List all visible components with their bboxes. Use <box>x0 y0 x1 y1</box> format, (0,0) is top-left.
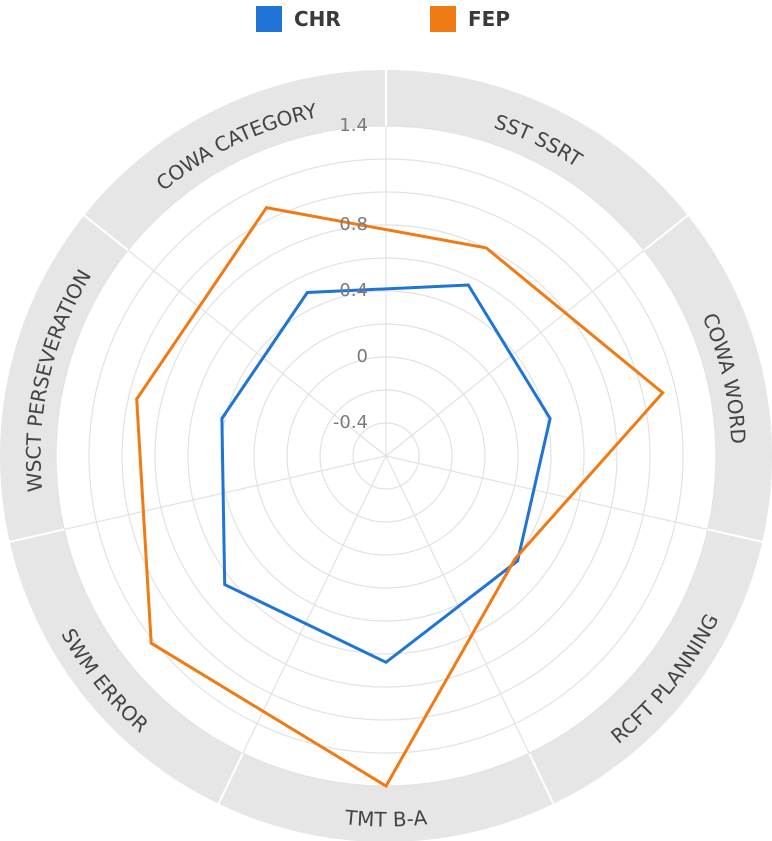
legend-item-chr[interactable]: CHR <box>256 2 341 36</box>
radial-tick-label: 1.4 <box>339 115 368 136</box>
radial-tick-label: 0.8 <box>339 214 368 235</box>
axis-label: TMT B-A <box>343 805 428 831</box>
axis-spoke <box>385 455 530 754</box>
axis-spoke <box>385 455 708 531</box>
axis-spoke <box>385 249 645 457</box>
axis-spoke <box>127 249 387 457</box>
legend-item-fep[interactable]: FEP <box>430 2 510 36</box>
series-chr-line <box>220 283 552 665</box>
axis-spoke <box>242 455 387 754</box>
legend-swatch-fep <box>430 6 456 32</box>
band-divider <box>217 752 244 805</box>
series-fep-line <box>135 206 665 789</box>
radial-tick-label: -0.4 <box>333 412 368 433</box>
radial-tick-label: 0 <box>357 346 368 367</box>
axis-label-text: RCFT PLANNING <box>606 610 723 749</box>
band-divider <box>528 752 555 805</box>
radial-tick-label: 0.4 <box>339 280 368 301</box>
radial-gridlines <box>55 125 717 787</box>
band-divider <box>9 528 65 543</box>
axis-spokes <box>9 70 763 805</box>
legend: CHR FEP <box>0 2 772 36</box>
series-layer <box>135 206 665 789</box>
legend-swatch-chr <box>256 6 282 32</box>
legend-label-chr: CHR <box>294 7 341 31</box>
axis-label: RCFT PLANNING <box>606 610 723 749</box>
band-divider <box>643 214 689 252</box>
radial-tick-labels: -0.4 0 0.4 0.8 1.4 <box>333 115 368 433</box>
band-divider <box>83 214 129 252</box>
axis-label-text: TMT B-A <box>343 805 428 831</box>
legend-label-fep: FEP <box>468 7 510 31</box>
axis-spoke <box>64 455 387 531</box>
band-divider <box>707 528 763 543</box>
